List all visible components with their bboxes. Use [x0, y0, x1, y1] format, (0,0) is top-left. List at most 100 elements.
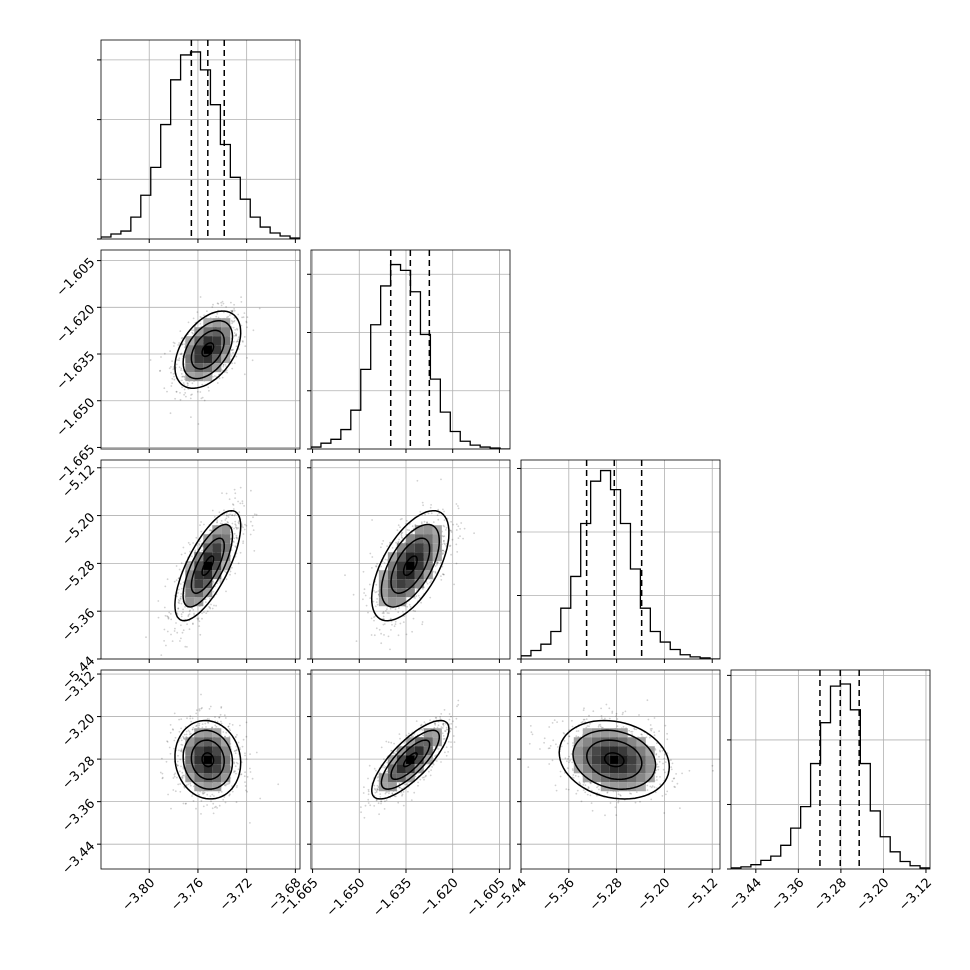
scatter-point [238, 348, 240, 350]
scatter-point [230, 538, 232, 541]
scatter-point [376, 598, 378, 600]
contour-0 [402, 555, 418, 577]
scatter-point [227, 725, 230, 728]
scatter-point [235, 749, 238, 752]
scatter-point [445, 542, 448, 545]
scatter-point [452, 523, 455, 526]
scatter-point [187, 783, 190, 786]
scatter-point [235, 524, 237, 527]
scatter-point [232, 504, 235, 506]
scatter-point [187, 729, 190, 732]
scatter-point [233, 761, 235, 764]
scatter-point [176, 760, 179, 763]
scatter-point [560, 745, 563, 748]
scatter-point [197, 618, 200, 621]
scatter-point [387, 635, 390, 638]
scatter-point [187, 382, 189, 385]
density-peak [406, 561, 415, 570]
scatter-point [189, 784, 192, 787]
scatter-point [393, 625, 396, 628]
scatter-point [239, 486, 242, 489]
scatter-point [229, 729, 232, 732]
scatter-point [225, 369, 228, 372]
scatter-point [225, 578, 228, 581]
scatter-point [232, 326, 235, 329]
density-cell [212, 318, 222, 328]
scatter-point [180, 562, 183, 565]
density-cell [212, 755, 222, 765]
scatter-point [457, 505, 459, 507]
scatter-point [177, 783, 180, 786]
density-cell [203, 782, 213, 792]
scatter-point [374, 591, 377, 594]
scatter-point [244, 771, 247, 774]
density-cell [396, 755, 406, 765]
scatter-point [253, 513, 256, 516]
scatter-point [236, 328, 239, 331]
scatter-point [190, 416, 192, 418]
scatter-point [228, 314, 231, 317]
scatter-point [401, 793, 404, 796]
density-cell [387, 597, 397, 607]
scatter-point [255, 751, 258, 754]
scatter-point [187, 541, 190, 544]
scatter-point [223, 714, 226, 717]
scatter-point [407, 732, 410, 735]
scatter-point [443, 525, 446, 528]
scatter-point [206, 793, 209, 796]
scatter-point [166, 740, 169, 743]
scatter-point [181, 750, 183, 752]
scatter-point [239, 551, 242, 554]
scatter-point [177, 764, 179, 767]
scatter-point [221, 376, 224, 379]
density-cell [185, 588, 195, 598]
scatter-point [441, 535, 444, 537]
scatter-point [191, 382, 194, 385]
scatter-point [187, 615, 190, 618]
scatter-point [246, 316, 249, 319]
scatter-point [166, 741, 169, 743]
scatter-point [367, 788, 370, 791]
scatter-point [411, 735, 413, 737]
scatter-point [382, 611, 385, 613]
scatter-point [180, 593, 183, 595]
scatter-point [439, 716, 441, 718]
scatter-point [195, 725, 198, 727]
scatter-point [208, 529, 211, 532]
scatter-point [225, 731, 228, 734]
scatter-point [369, 597, 372, 599]
scatter-point [437, 518, 440, 521]
scatter-point [226, 521, 229, 523]
scatter-point [443, 543, 446, 546]
density-cell [194, 746, 204, 756]
scatter-point [363, 816, 366, 819]
scatter-point [442, 552, 445, 555]
scatter-point [250, 489, 252, 492]
scatter-point [663, 812, 666, 814]
density-cell [423, 534, 433, 544]
scatter-point [181, 379, 183, 382]
scatter-point [180, 624, 182, 627]
scatter-point [179, 330, 182, 332]
scatter-point [249, 753, 252, 755]
scatter-point [363, 786, 365, 789]
scatter-point [173, 773, 176, 776]
density-cell [414, 525, 424, 535]
density-cell [203, 534, 213, 544]
scatter-point [397, 541, 399, 544]
scatter-point [375, 769, 377, 772]
scatter-point [436, 561, 439, 564]
scatter-point [419, 778, 422, 781]
scatter-point [186, 623, 189, 626]
scatter-point [381, 543, 383, 545]
scatter-point [419, 511, 422, 513]
scatter-point [564, 757, 567, 760]
scatter-point [178, 718, 181, 721]
scatter-point [435, 560, 438, 563]
scatter-point [405, 734, 408, 737]
scatter-point [440, 713, 443, 715]
panel-2-1 [307, 459, 511, 663]
scatter-point [209, 795, 212, 798]
scatter-point [232, 320, 235, 323]
scatter-point [442, 722, 445, 725]
